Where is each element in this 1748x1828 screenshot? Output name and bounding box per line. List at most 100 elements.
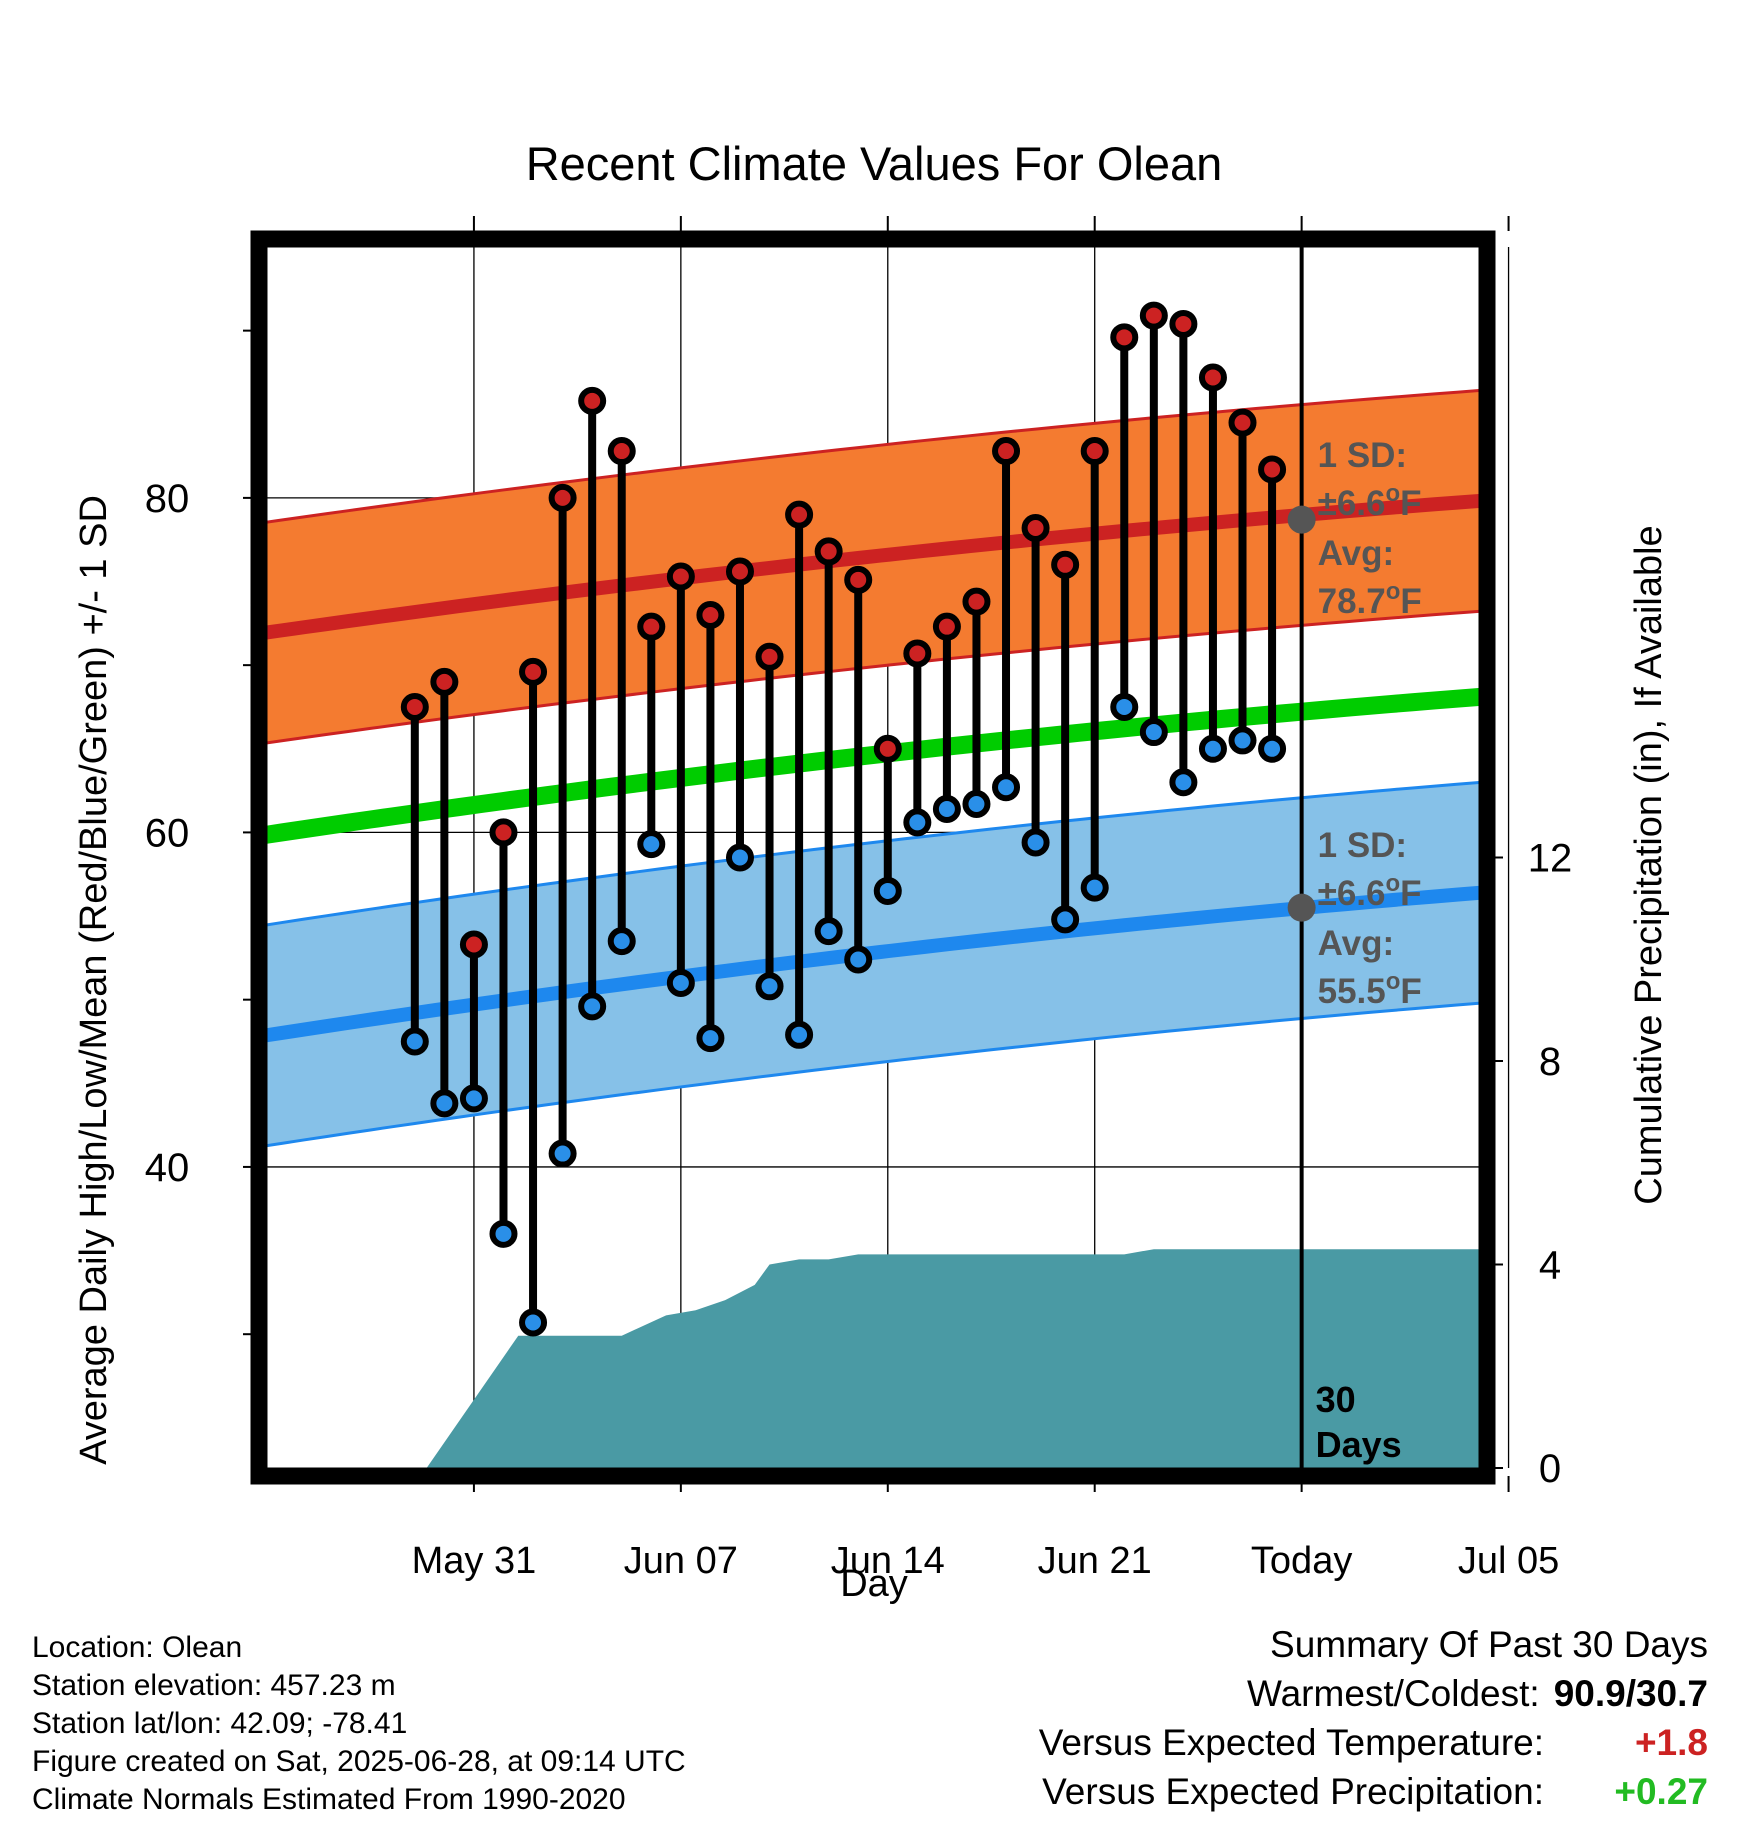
low-dot-11 <box>725 843 754 872</box>
low-dot-10 <box>696 1024 725 1053</box>
high-avg-value: 78.7oF <box>1318 578 1422 621</box>
elevation-text: Station elevation: 457.23 m <box>32 1669 396 1702</box>
low-dot-9 <box>666 968 695 997</box>
high-avg-label: Avg: <box>1318 534 1394 573</box>
low-dot-17 <box>903 808 932 837</box>
normal-bands <box>267 390 1479 1146</box>
low-dot-3 <box>489 1219 518 1248</box>
created-text: Figure created on Sat, 2025-06-28, at 09… <box>32 1745 686 1778</box>
chart-title: Recent Climate Values For Olean <box>526 137 1223 190</box>
annotations: 1 SD: ±6.6oF Avg: 78.7oF 1 SD: ±6.6oF Avg: 55.5… <box>1287 436 1422 1011</box>
low-avg-dot <box>1287 893 1316 922</box>
summary-title: Summary Of Past 30 Days <box>1270 1624 1708 1665</box>
high-dot-23 <box>1080 437 1109 466</box>
low-dot-28 <box>1228 726 1257 755</box>
y-axis-label-left: Average Daily High/Low/Mean (Red/Blue/Gr… <box>73 495 115 1465</box>
low-dot-6 <box>578 992 607 1021</box>
high-dot-26 <box>1169 309 1198 338</box>
right-tick-label-2: 8 <box>1539 1040 1561 1084</box>
high-dot-19 <box>962 587 991 616</box>
summary-warm-cold: Warmest/Coldest: 90.9/30.7 <box>1039 1669 1708 1718</box>
high-dot-12 <box>755 642 784 671</box>
high-dot-7 <box>607 437 636 466</box>
high-sd-value: ±6.6oF <box>1318 480 1422 523</box>
station-info: Location: Olean Station elevation: 457.2… <box>32 1629 686 1819</box>
high-band-lower-edge <box>267 609 1479 745</box>
high-dot-21 <box>1021 513 1050 542</box>
axes: 40 60 80 0 4 8 12 May 31 Jun 07 Jun 14 Jun 21 Today… <box>145 216 1573 1582</box>
low-dot-19 <box>962 789 991 818</box>
low-sd-label: 1 SD: <box>1318 826 1407 865</box>
low-sd-value: ±6.6oF <box>1318 870 1422 913</box>
x-tick-label-0: May 31 <box>412 1540 537 1582</box>
high-sd-band <box>267 390 1479 743</box>
low-avg-unit-sup: o <box>1386 968 1401 995</box>
low-dot-1 <box>430 1089 459 1118</box>
precip-area <box>385 1249 1479 1468</box>
high-dot-2 <box>459 930 488 959</box>
normal-mean-line <box>267 687 1479 844</box>
high-dot-22 <box>1051 550 1080 579</box>
high-dot-0 <box>400 692 429 721</box>
high-avg-unit-sup: o <box>1386 578 1401 605</box>
high-dot-1 <box>430 667 459 696</box>
x-tick-label-3: Jun 21 <box>1038 1540 1152 1582</box>
high-dot-11 <box>725 557 754 586</box>
high-band-upper-edge <box>267 389 1479 524</box>
high-dot-16 <box>873 734 902 763</box>
low-dot-23 <box>1080 873 1109 902</box>
y-axis-label-right: Cumulative Precipitation (in), If Availa… <box>1628 525 1670 1204</box>
thirty-days-label: Days <box>1316 1424 1402 1465</box>
precipitation-area <box>385 1249 1479 1468</box>
high-dot-15 <box>844 565 873 594</box>
low-dot-2 <box>459 1084 488 1113</box>
precip-label: Versus Expected Precipitation: <box>1042 1771 1544 1812</box>
x-tick-label-2: Jun 14 <box>831 1540 945 1582</box>
left-tick-label-2: 80 <box>145 477 190 521</box>
left-tick-label-0: 40 <box>145 1146 190 1190</box>
x-tick-label-5: Jul 05 <box>1458 1540 1559 1582</box>
high-dot-29 <box>1258 455 1287 484</box>
daily-range-stems <box>410 315 1277 1323</box>
location-text: Location: Olean <box>32 1631 243 1664</box>
low-band-upper-edge <box>267 780 1479 927</box>
summary-panel: Summary Of Past 30 Days Warmest/Coldest:… <box>1039 1620 1708 1816</box>
high-dot-10 <box>696 600 725 629</box>
low-sd-unit-sup: o <box>1386 870 1401 897</box>
warm-cold-label: Warmest/Coldest: <box>1247 1673 1540 1714</box>
normal-lines <box>267 389 1479 1148</box>
high-dot-18 <box>932 612 961 641</box>
low-sd-unit: F <box>1400 874 1421 913</box>
high-dot-17 <box>903 639 932 668</box>
temp-label: Versus Expected Temperature: <box>1038 1722 1544 1763</box>
high-avg-unit: F <box>1400 582 1421 621</box>
normal-high-line <box>267 493 1479 640</box>
low-dot-5 <box>548 1139 577 1168</box>
thirty-days-number: 30 <box>1316 1379 1356 1420</box>
low-dot-22 <box>1051 905 1080 934</box>
high-sd-unit: F <box>1400 484 1421 523</box>
summary-temp: Versus Expected Temperature: +1.8 <box>1039 1718 1708 1767</box>
high-dot-20 <box>992 437 1021 466</box>
high-dot-6 <box>578 386 607 415</box>
precip-value: +0.27 <box>1614 1771 1708 1812</box>
low-dot-21 <box>1021 828 1050 857</box>
high-avg-dot <box>1287 505 1316 534</box>
high-sd-label: 1 SD: <box>1318 436 1407 475</box>
low-dot-0 <box>400 1027 429 1056</box>
normals-text: Climate Normals Estimated From 1990-2020 <box>32 1783 626 1816</box>
high-dot-27 <box>1198 363 1227 392</box>
low-dot-15 <box>844 945 873 974</box>
daily-dots <box>400 301 1287 1337</box>
high-dot-8 <box>637 612 666 641</box>
low-avg-label: Avg: <box>1318 924 1394 963</box>
high-dot-14 <box>814 537 843 566</box>
right-tick-label-3: 12 <box>1528 837 1573 881</box>
high-dot-13 <box>785 500 814 529</box>
low-dot-18 <box>932 794 961 823</box>
left-tick-label-1: 60 <box>145 811 190 855</box>
high-dot-4 <box>519 657 548 686</box>
low-dot-8 <box>637 830 666 859</box>
